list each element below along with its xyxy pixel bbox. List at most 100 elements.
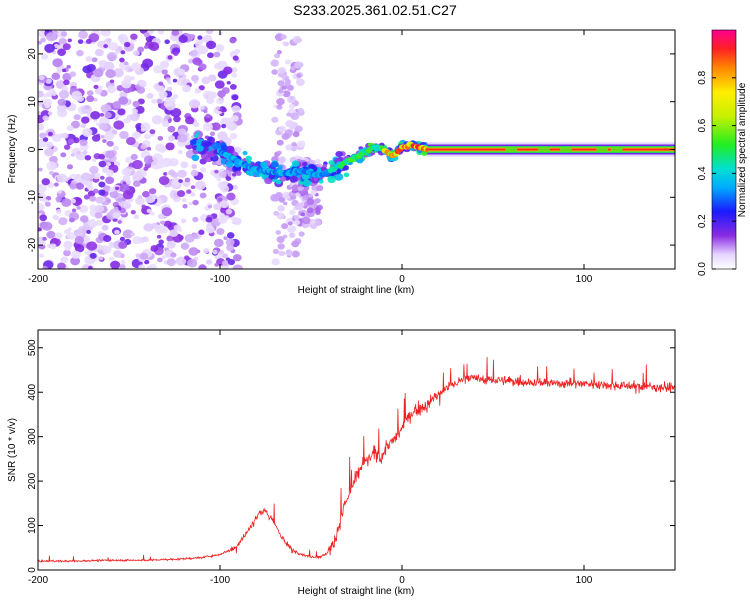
spectrogram-cell	[150, 245, 159, 252]
spectrogram-cell	[132, 131, 141, 139]
spectrogram-cell	[276, 150, 282, 155]
spectrogram-cell	[302, 194, 309, 201]
spectrogram-cell	[216, 177, 222, 182]
spectrogram-cell	[104, 131, 115, 141]
spectrogram-cell	[195, 180, 206, 190]
spectrogram-cell	[106, 140, 113, 147]
spectrogram-cell	[188, 202, 193, 206]
spectrogram-cell	[126, 136, 136, 146]
x-tick-label: -100	[210, 274, 230, 285]
spectrogram-cell	[122, 229, 134, 239]
spectrogram-cell	[163, 172, 168, 176]
spectrogram-cell	[302, 161, 308, 167]
spectrogram-cell	[148, 188, 157, 195]
spectrogram-cell	[52, 214, 59, 221]
spectrogram-cell	[196, 145, 204, 152]
spectrogram-cell	[221, 87, 230, 94]
carrier-bead	[537, 146, 550, 153]
spectrogram-cell	[98, 122, 108, 131]
spectrogram-cell	[276, 50, 282, 55]
spectrogram-cell	[310, 190, 317, 196]
spectrogram-cell	[83, 194, 90, 200]
spectrogram-cell	[180, 242, 190, 250]
spectrogram-cell	[157, 135, 164, 141]
spectrogram-cell	[165, 142, 175, 151]
spectrogram-cell	[270, 161, 279, 168]
colorbar-gradient	[711, 29, 737, 270]
spectrogram-cell	[51, 91, 57, 97]
spectrogram-cell	[99, 175, 105, 180]
spectrogram-cell	[226, 192, 236, 201]
x-tick-label: 0	[399, 274, 405, 285]
spectrogram-cell	[109, 79, 115, 84]
spectrogram-cell	[181, 198, 187, 203]
spectrogram-cell	[66, 125, 74, 132]
spectrogram-cell	[285, 119, 295, 128]
x-tick-label: -200	[28, 274, 48, 285]
spectrogram-cell	[202, 90, 214, 100]
spectrogram-cell	[166, 258, 176, 267]
spectrogram-cell	[158, 175, 170, 186]
spectrogram-cell	[62, 43, 71, 51]
spectrogram-cell	[168, 169, 176, 176]
spectrogram-cell	[119, 183, 130, 193]
spectrogram-cell	[130, 167, 136, 172]
spectrogram-cell	[187, 258, 198, 268]
spectrogram-cell	[205, 216, 213, 223]
spectrogram-cell	[98, 160, 107, 168]
y-tick-label: 400	[27, 383, 38, 400]
spectrogram-cell	[175, 256, 187, 266]
spectrogram-cell	[60, 31, 67, 37]
spectrogram-cell	[57, 98, 67, 106]
spectrogram-cell	[279, 176, 287, 182]
carrier-band-layer	[427, 148, 675, 151]
spectrogram-cell	[274, 53, 281, 59]
spectrogram-cell	[87, 220, 94, 227]
spectrogram-cell	[161, 207, 173, 217]
spectrogram-cell	[190, 192, 196, 197]
spectrogram-cell	[45, 141, 54, 149]
spectrogram-cell	[213, 238, 224, 248]
spectrogram-cell	[55, 208, 62, 214]
spectrogram-cell	[271, 116, 279, 123]
spectrogram-cell	[134, 84, 141, 89]
spectrogram-cell	[225, 208, 233, 215]
spectrogram-cell	[60, 256, 69, 264]
spectrogram-cell	[188, 99, 200, 109]
spectrogram-cell	[295, 37, 303, 43]
spectrogram-cell	[76, 95, 84, 102]
spectrogram-cell	[278, 125, 287, 133]
y-tick-label: 0	[27, 146, 38, 152]
spectrogram-cell	[218, 217, 225, 223]
spectrogram-cell	[98, 181, 106, 188]
spectrogram-cell	[38, 90, 44, 98]
spectrogram-cell	[146, 208, 152, 214]
spectrogram-cell	[289, 209, 296, 216]
spectrogram-cell	[290, 225, 297, 232]
spectrogram-cell	[114, 206, 119, 210]
spectrogram-cell	[297, 107, 304, 113]
spectrogram-cell	[95, 244, 103, 251]
spectrogram-cell	[91, 134, 101, 142]
spectrogram-cell	[161, 255, 166, 260]
spectrogram-cell	[89, 165, 99, 174]
spectrogram-cell	[122, 190, 134, 200]
spectrogram-cell	[93, 118, 98, 123]
spectrogram-cell	[186, 189, 192, 194]
spectrogram-cell	[82, 150, 88, 155]
spectrogram-cell	[49, 243, 57, 250]
spectrogram-cell	[192, 216, 199, 223]
spectrogram-cell	[130, 153, 138, 161]
spectrogram-cell	[156, 160, 166, 169]
spectrogram-cell	[167, 125, 176, 133]
spectrogram-cell	[93, 97, 98, 102]
spectrogram-cell	[159, 225, 169, 234]
spectrogram-cell	[198, 229, 205, 235]
spectrogram-cell	[71, 208, 77, 213]
spectrogram-cell	[52, 58, 63, 68]
spectrogram-cell	[226, 80, 231, 85]
spectrogram-cell	[56, 103, 67, 113]
spectrogram-cell	[98, 256, 104, 261]
spectrogram-cell	[149, 211, 155, 216]
spectrogram-cell	[314, 198, 321, 204]
